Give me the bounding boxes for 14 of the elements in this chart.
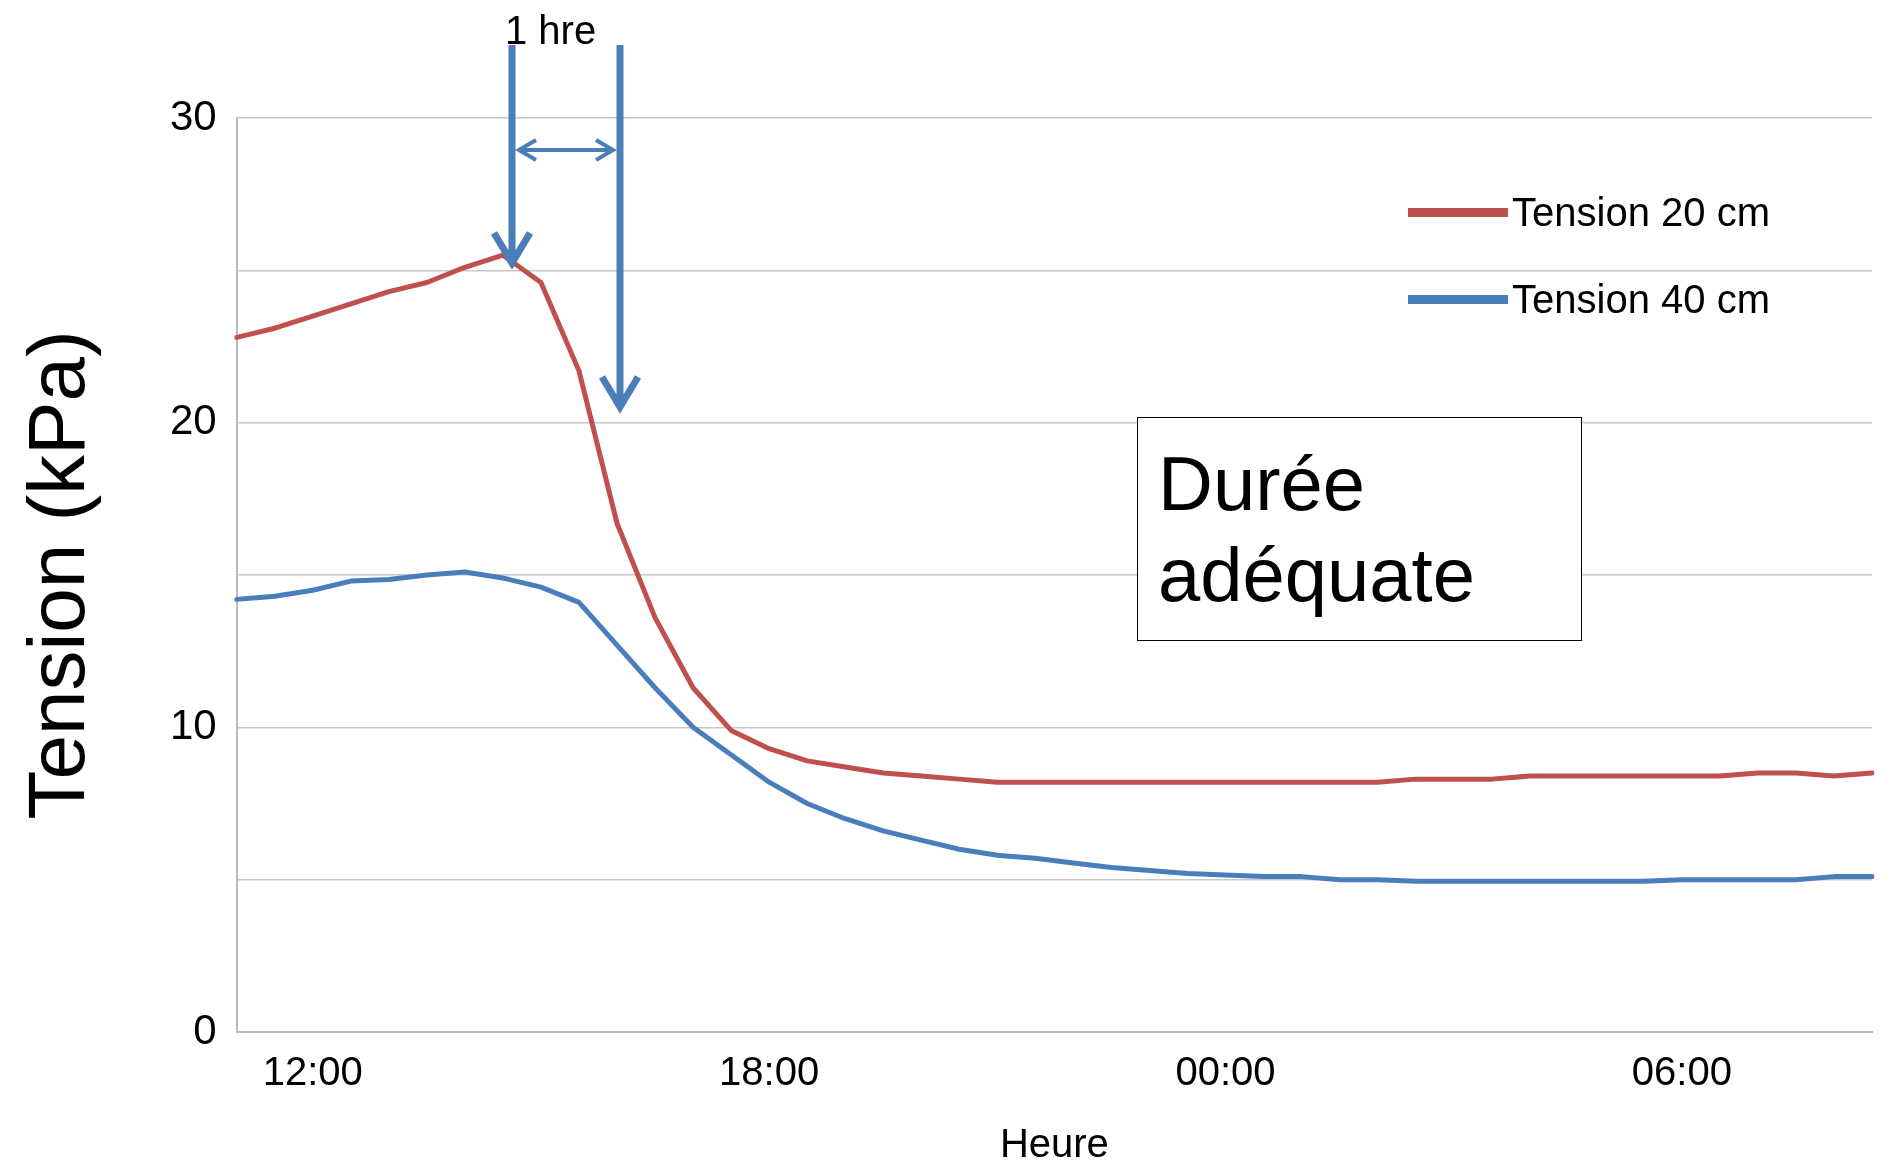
x-tick-label: 12:00 xyxy=(262,1049,363,1094)
y-tick-label: 10 xyxy=(170,700,217,748)
y-tick-label: 20 xyxy=(170,396,217,444)
y-tick-label: 0 xyxy=(193,1005,217,1053)
x-tick-label: 00:00 xyxy=(1175,1049,1276,1094)
y-axis-title: Tension (kPa) xyxy=(12,330,102,820)
x-tick-label: 18:00 xyxy=(719,1049,820,1094)
text: 1 hre xyxy=(505,8,597,53)
y-tick-label: 30 xyxy=(170,91,217,139)
x-tick-label: 06:00 xyxy=(1631,1049,1732,1094)
x-axis-title: Heure xyxy=(999,1121,1109,1166)
legend-label: Tension 20 cm xyxy=(1512,190,1770,235)
annotation: Durée adéquate xyxy=(1137,417,1582,642)
legend-label: Tension 40 cm xyxy=(1512,277,1770,322)
